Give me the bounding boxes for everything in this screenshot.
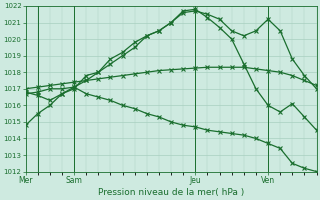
X-axis label: Pression niveau de la mer( hPa ): Pression niveau de la mer( hPa ) <box>98 188 244 197</box>
